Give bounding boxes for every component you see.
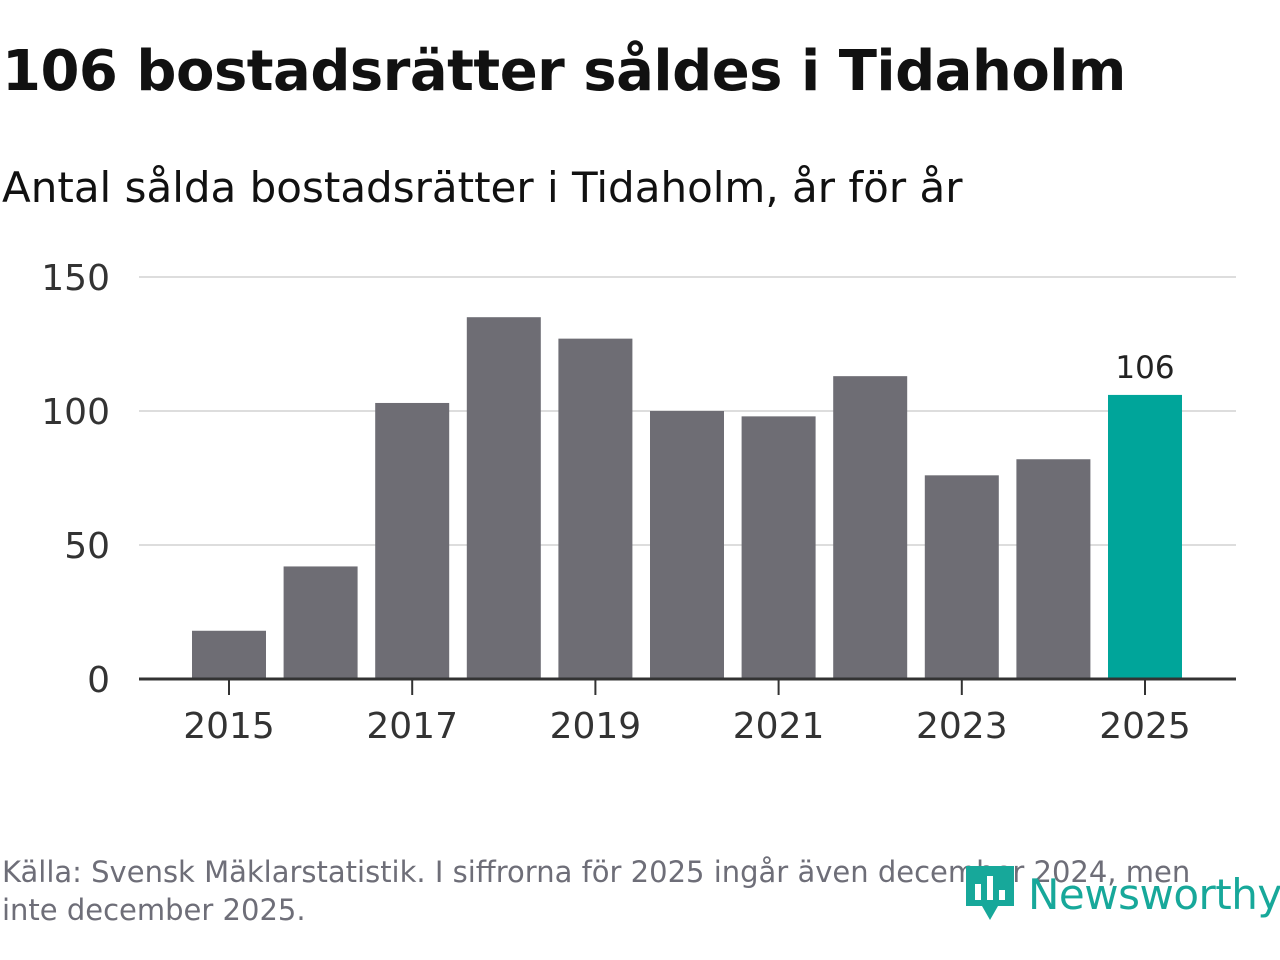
bar-2024 (1016, 459, 1091, 679)
bar-2023 (924, 475, 999, 679)
newsworthy-logo-icon (966, 866, 1014, 920)
bar-2022 (833, 376, 908, 679)
y-tick-label-150: 150 (41, 258, 110, 299)
x-tick-label-2021: 2021 (733, 706, 825, 747)
newsworthy-logo[interactable]: Newsworthy (962, 862, 1280, 926)
x-tick-label-2019: 2019 (550, 706, 642, 747)
bar-2021 (741, 416, 816, 679)
y-tick-label-0: 0 (87, 660, 110, 701)
data-labels: 106 (1115, 350, 1174, 386)
bar-2016 (283, 566, 358, 679)
y-tick-label-100: 100 (41, 392, 110, 433)
bar-2015 (192, 630, 266, 679)
x-axis-ticks: 2015 2017 2019 2021 2023 2025 (183, 679, 1191, 747)
x-tick-label-2015: 2015 (183, 706, 275, 747)
y-axis-tick-labels: 0 50 100 150 (41, 258, 110, 701)
bar-chart: 0 50 100 150 2015 2017 2019 2021 2023 2025 106 (41, 258, 1236, 747)
y-tick-label-50: 50 (64, 526, 110, 567)
x-tick-label-2017: 2017 (366, 706, 458, 747)
x-tick-label-2025: 2025 (1099, 706, 1191, 747)
bars (192, 317, 1182, 679)
newsworthy-logo-text: Newsworthy (1028, 869, 1280, 919)
bar-2019 (558, 338, 633, 679)
bar-2017 (375, 402, 450, 679)
bar-2018 (466, 317, 541, 679)
x-tick-label-2023: 2023 (916, 706, 1008, 747)
bar-2020 (650, 411, 724, 679)
chart-title: 106 bostadsrätter såldes i Tidaholm (2, 39, 1126, 104)
chart-subtitle: Antal sålda bostadsrätter i Tidaholm, år… (2, 163, 963, 212)
data-label-2025: 106 (1115, 350, 1174, 386)
bar-2025 (1108, 394, 1182, 679)
